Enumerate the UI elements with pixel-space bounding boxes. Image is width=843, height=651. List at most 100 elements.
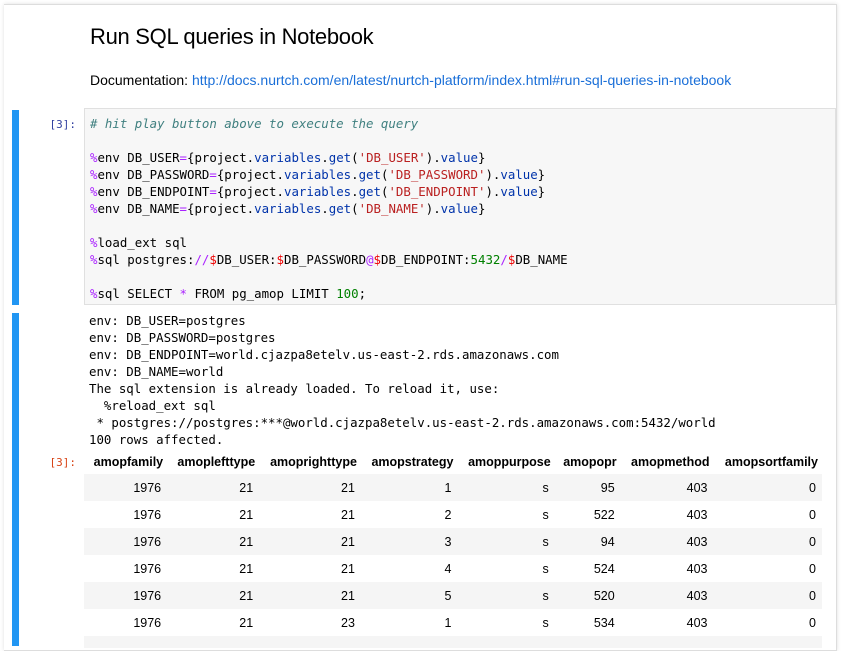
code-token: 5432 — [470, 252, 501, 267]
table-cell: 3 — [444, 534, 452, 549]
stdout-line: env: DB_ENDPOINT=world.cjazpa8etelv.us-e… — [89, 347, 559, 362]
table-cell: 94 — [600, 534, 615, 549]
table-cell: 21 — [239, 507, 254, 522]
code-token: % — [90, 201, 98, 216]
code-token: @ — [366, 252, 374, 267]
code-token: $ — [373, 252, 381, 267]
table-cell: 5 — [444, 588, 452, 603]
table-cell: 23 — [341, 615, 355, 630]
code-token: ( — [351, 201, 359, 216]
stdout-line: The sql extension is already loaded. To … — [89, 381, 500, 396]
code-line[interactable]: %env DB_ENDPOINT={project.variables.get(… — [90, 183, 568, 200]
table-cell: 21 — [239, 534, 254, 549]
table-cell: 403 — [686, 480, 708, 495]
code-token: {project. — [187, 201, 255, 216]
code-line[interactable] — [90, 217, 568, 234]
code-token: 100 — [336, 286, 359, 301]
code-token: {project. — [216, 184, 284, 199]
output-cell-selection-bar[interactable] — [12, 313, 19, 646]
code-token: 'DB_USER' — [358, 150, 426, 165]
code-token: . — [351, 184, 359, 199]
table-cell: 403 — [686, 534, 708, 549]
code-token: value — [440, 201, 478, 216]
documentation-label: Documentation: — [90, 72, 192, 88]
table-cell: 21 — [239, 561, 254, 576]
code-line[interactable]: %env DB_PASSWORD={project.variables.get(… — [90, 166, 568, 183]
code-token: 'DB_ENDPOINT' — [388, 184, 486, 199]
code-token: ). — [485, 167, 501, 182]
code-token: % — [90, 150, 98, 165]
code-line[interactable]: %env DB_NAME={project.variables.get('DB_… — [90, 200, 568, 217]
code-token: % — [90, 184, 98, 199]
code-token: value — [500, 167, 538, 182]
code-token: sql SELECT — [97, 286, 180, 301]
code-line[interactable]: %sql SELECT * FROM pg_amop LIMIT 100; — [90, 285, 568, 302]
code-token: $ — [209, 252, 217, 267]
page-title: Run SQL queries in Notebook — [90, 24, 374, 49]
documentation-link[interactable]: http://docs.nurtch.com/en/latest/nurtch-… — [191, 72, 732, 88]
table-header-row: amopfamily amoplefttype amoprighttype amops… — [84, 450, 822, 474]
column-header-amopsortfamily: amopsortfamily — [724, 455, 818, 469]
table-cell: 1976 — [133, 561, 162, 576]
column-header-amopfamily: amopfamily — [93, 455, 164, 469]
code-token: % — [90, 235, 98, 250]
table-cell: 534 — [593, 615, 615, 630]
code-token: * — [179, 286, 187, 301]
code-token: env DB_USER — [97, 150, 180, 165]
input-cell-selection-bar[interactable] — [12, 110, 19, 305]
result-table: amopfamily amoplefttype amoprighttype amops… — [84, 450, 822, 648]
table-cell: 21 — [239, 615, 254, 630]
code-line[interactable]: # hit play button above to execute the q… — [90, 115, 568, 132]
code-token: env DB_NAME — [97, 201, 180, 216]
column-header-amopstrategy: amopstrategy — [371, 455, 454, 469]
code-token: 'DB_NAME' — [358, 201, 426, 216]
code-token: # hit play button above to execute the q… — [90, 116, 419, 131]
table-cell: 4 — [444, 561, 452, 576]
code-token: % — [90, 252, 98, 267]
code-line[interactable]: %sql postgres://$DB_USER:$DB_PASSWORD@$D… — [90, 251, 568, 268]
code-token: $ — [276, 252, 284, 267]
stdout-text: env: DB_USER=postgres env: DB_PASSWORD=po… — [89, 312, 716, 448]
code-token: $ — [507, 252, 516, 267]
code-token: DB_PASSWORD — [284, 252, 367, 267]
code-token: env DB_PASSWORD — [97, 167, 210, 182]
table-cell: 0 — [809, 561, 816, 576]
table-cell: 1976 — [133, 480, 162, 495]
table-row: 1976 21 21 5 s 520 403 0 — [84, 582, 822, 609]
code-token: . — [321, 150, 329, 165]
table-cell: 0 — [809, 588, 816, 603]
table-cell: 1976 — [133, 534, 162, 549]
code-token: DB_ENDPOINT: — [381, 252, 471, 267]
code-token: sql postgres: — [97, 252, 195, 267]
table-cell: 1976 — [133, 588, 162, 603]
code-token: DB_NAME — [515, 252, 568, 267]
table-cell: 21 — [341, 507, 355, 522]
code-token: variables — [254, 150, 322, 165]
table-cell: 403 — [686, 507, 708, 522]
code-line[interactable] — [90, 268, 568, 285]
code-text[interactable]: # hit play button above to execute the q… — [90, 115, 568, 302]
code-token: ( — [380, 167, 389, 182]
input-prompt: [3]: — [49, 118, 77, 131]
code-token: ( — [380, 184, 389, 199]
table-cell: 95 — [600, 480, 615, 495]
code-line[interactable]: %load_ext sql — [90, 234, 568, 251]
table-cell: s — [542, 507, 549, 522]
code-token: FROM pg_amop LIMIT — [187, 286, 337, 301]
table-row: 1976 21 21 1 s 95 403 0 — [84, 474, 822, 501]
table-cell: 21 — [341, 534, 355, 549]
code-token: ; — [358, 286, 367, 301]
table-cell: 0 — [809, 615, 816, 630]
table-cell: 522 — [593, 507, 615, 522]
code-token: get — [358, 184, 381, 199]
table-row: 1976 21 23 1 s 534 403 0 — [84, 609, 822, 636]
code-editor[interactable]: # hit play button above to execute the q… — [84, 108, 836, 305]
code-line[interactable]: %env DB_USER={project.variables.get('DB_… — [90, 149, 568, 166]
column-header-amoprighttype: amoprighttype — [270, 455, 357, 469]
table-cell — [84, 636, 822, 648]
table-cell: s — [542, 615, 549, 630]
table-row: 1976 21 21 4 s 524 403 0 — [84, 555, 822, 582]
table-cell: 21 — [341, 561, 355, 576]
column-header-amopmethod: amopmethod — [631, 455, 710, 469]
code-line[interactable] — [90, 132, 568, 149]
